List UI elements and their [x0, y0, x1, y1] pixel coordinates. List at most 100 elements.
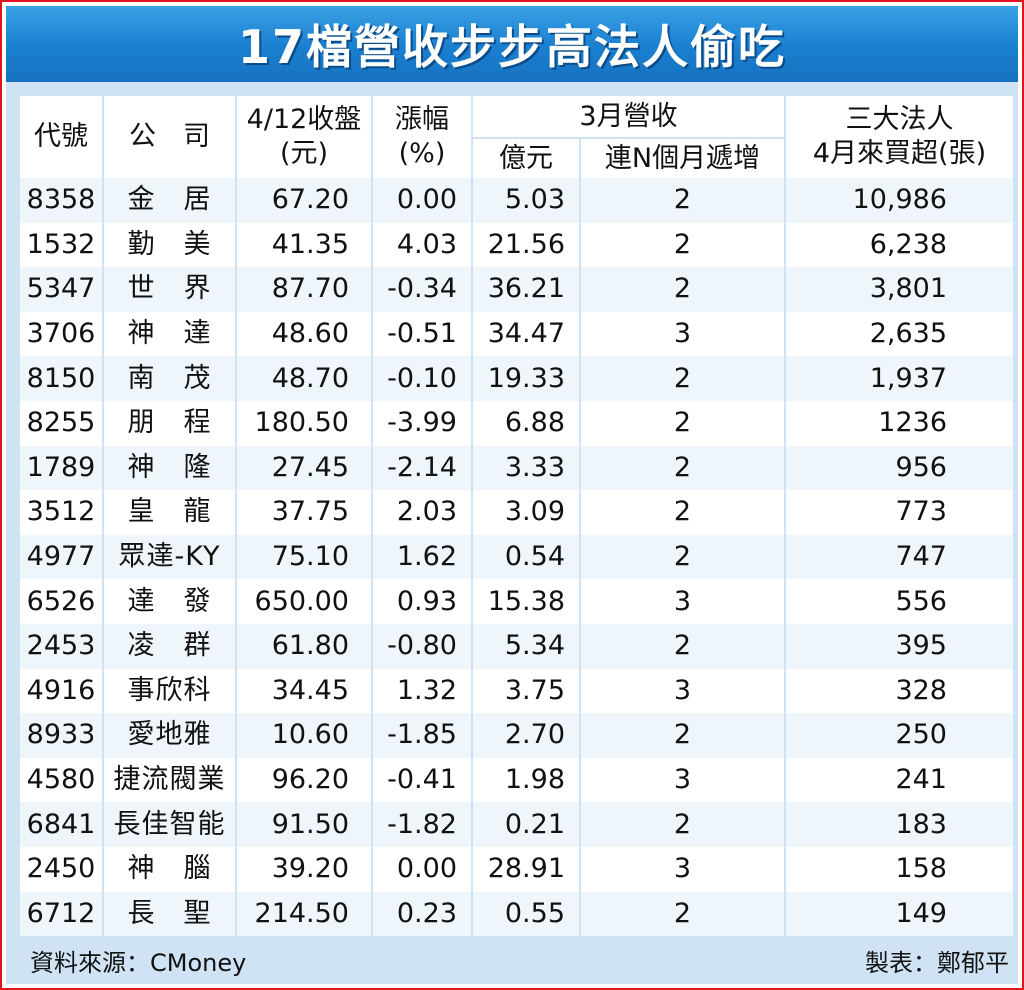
- cell-code: 1789: [20, 445, 104, 491]
- cell-net-buy: 6,238: [869, 228, 947, 260]
- cell-company: 達 發: [103, 579, 237, 624]
- table-row: 4977 眾達-KY 75.10 1.62 0.54 2 747: [20, 534, 1013, 580]
- table-body: 8358 金 居 67.20 0.00 5.03 2 10,986 1532 勤 美 41.35 4…: [20, 178, 1013, 937]
- cell-revenue: 3.33: [472, 445, 581, 491]
- header-company-label: 公 司: [129, 121, 210, 152]
- cell-streak: 3: [580, 846, 786, 892]
- cell-streak: 3: [580, 579, 786, 624]
- cell-code: 4580: [20, 757, 104, 803]
- cell-close: 61.80: [236, 623, 373, 669]
- cell-revenue: 36.21: [472, 267, 581, 312]
- header-revenue-streak: 連N個月遞增: [580, 138, 786, 178]
- cell-close: 39.20: [236, 846, 373, 892]
- cell-net-buy: 1,937: [869, 362, 947, 394]
- cell-change: 0.00: [372, 178, 473, 223]
- table-row: 6841 長佳智能 91.50 -1.82 0.21 2 183: [20, 802, 1013, 847]
- cell-code: 3706: [20, 311, 104, 357]
- header-change-line2: (%): [398, 138, 446, 169]
- cell-close: 91.50: [236, 802, 373, 847]
- header-code-label: 代號: [34, 121, 88, 152]
- cell-company: 神 達: [103, 311, 237, 357]
- table-row: 3706 神 達 48.60 -0.51 34.47 3 2,635: [20, 311, 1013, 357]
- cell-close: 650.00: [236, 579, 373, 624]
- cell-change: -0.34: [372, 267, 473, 312]
- cell-company: 長佳智能: [103, 802, 237, 847]
- cell-revenue: 21.56: [472, 222, 581, 268]
- cell-revenue: 34.47: [472, 311, 581, 357]
- header-change-line1: 漲幅: [395, 104, 449, 135]
- cell-company: 長 聖: [103, 891, 237, 937]
- table-row: 8150 南 茂 48.70 -0.10 19.33 2 1,937: [20, 356, 1013, 401]
- cell-streak: 2: [580, 445, 786, 491]
- cell-code: 1532: [20, 222, 104, 268]
- table-row: 2450 神 腦 39.20 0.00 28.91 3 158: [20, 846, 1013, 892]
- cell-revenue: 0.54: [472, 534, 581, 580]
- cell-change: 1.32: [372, 668, 473, 714]
- cell-revenue: 3.75: [472, 668, 581, 714]
- header-close-line2: (元): [279, 138, 329, 169]
- cell-company: 勤 美: [103, 222, 237, 268]
- cell-net-buy: 183: [895, 808, 947, 840]
- cell-streak: 2: [580, 267, 786, 312]
- cell-close: 34.45: [236, 668, 373, 714]
- cell-code: 4916: [20, 668, 104, 714]
- cell-code: 8358: [20, 178, 104, 223]
- cell-net-buy: 10,986: [852, 184, 947, 216]
- cell-close: 41.35: [236, 222, 373, 268]
- cell-net-buy: 149: [895, 897, 947, 929]
- header-close: 4/12收盤 (元): [236, 96, 373, 178]
- cell-change: 4.03: [372, 222, 473, 268]
- cell-revenue: 1.98: [472, 757, 581, 803]
- cell-streak: 2: [580, 534, 786, 580]
- cell-change: 0.93: [372, 579, 473, 624]
- cell-company: 皇 龍: [103, 490, 237, 535]
- cell-change: -0.80: [372, 623, 473, 669]
- cell-code: 2450: [20, 846, 104, 892]
- cell-streak: 2: [580, 356, 786, 401]
- cell-change: 1.62: [372, 534, 473, 580]
- header-company: 公 司: [103, 96, 237, 178]
- cell-company: 捷流閥業: [103, 757, 237, 803]
- table-panel: 代號 公 司 4/12收盤 (元) 漲幅 (%) 3月營收: [6, 82, 1018, 984]
- cell-change: -0.41: [372, 757, 473, 803]
- cell-streak: 2: [580, 623, 786, 669]
- cell-net-buy: 241: [895, 764, 947, 796]
- cell-company: 事欣科: [103, 668, 237, 714]
- cell-change: 0.00: [372, 846, 473, 892]
- header-revenue-streak-label: 連N個月遞增: [604, 142, 761, 174]
- cell-revenue: 0.55: [472, 891, 581, 937]
- cell-revenue: 2.70: [472, 713, 581, 758]
- cell-close: 96.20: [236, 757, 373, 803]
- header-revenue-group-label: 3月營收: [579, 100, 678, 132]
- cell-net-buy: 3,801: [869, 273, 947, 305]
- page-title: 17檔營收步步高法人偷吃: [237, 20, 786, 74]
- cell-close: 75.10: [236, 534, 373, 580]
- cell-close: 27.45: [236, 445, 373, 491]
- cell-revenue: 15.38: [472, 579, 581, 624]
- cell-streak: 2: [580, 490, 786, 535]
- table-row: 3512 皇 龍 37.75 2.03 3.09 2 773: [20, 490, 1013, 535]
- cell-streak: 3: [580, 757, 786, 803]
- cell-streak: 2: [580, 891, 786, 937]
- cell-company: 南 茂: [103, 356, 237, 401]
- table-row: 1789 神 隆 27.45 -2.14 3.33 2 956: [20, 445, 1013, 491]
- cell-streak: 2: [580, 178, 786, 223]
- cell-streak: 3: [580, 668, 786, 714]
- cell-change: -0.51: [372, 311, 473, 357]
- table-row: 4916 事欣科 34.45 1.32 3.75 3 328: [20, 668, 1013, 714]
- header-row-top: 代號 公 司 4/12收盤 (元) 漲幅 (%) 3月營收: [20, 96, 1013, 178]
- cell-code: 6526: [20, 579, 104, 624]
- cell-company: 眾達-KY: [103, 534, 237, 580]
- cell-code: 6841: [20, 802, 104, 847]
- table-row: 2453 凌 群 61.80 -0.80 5.34 2 395: [20, 623, 1013, 669]
- cell-revenue: 0.21: [472, 802, 581, 847]
- cell-net-buy: 158: [895, 853, 947, 885]
- cell-net-buy: 747: [895, 541, 947, 573]
- source-note: 資料來源：CMoney: [30, 949, 247, 977]
- cell-revenue: 5.03: [472, 178, 581, 223]
- header-change: 漲幅 (%): [372, 96, 473, 178]
- cell-close: 87.70: [236, 267, 373, 312]
- cell-streak: 2: [580, 222, 786, 268]
- cell-net-buy: 1236: [878, 407, 947, 439]
